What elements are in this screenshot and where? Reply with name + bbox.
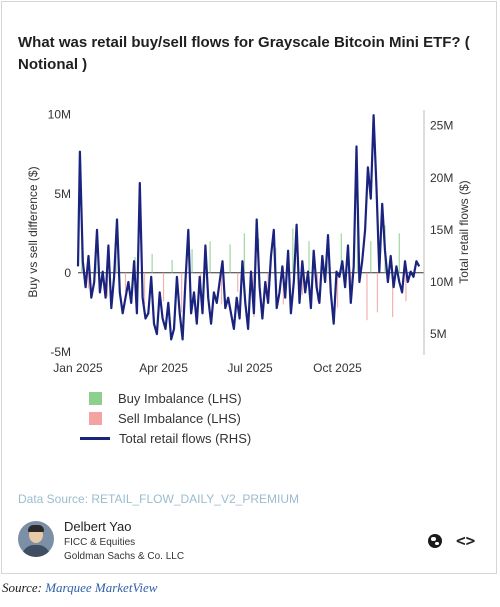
author-name: Delbert Yao — [64, 519, 132, 534]
x-tick-label: Jan 2025 — [53, 361, 103, 375]
total-flows-polyline — [76, 114, 421, 341]
imbalance-bar — [292, 228, 294, 273]
imbalance-bar — [151, 253, 153, 273]
imbalance-bar — [308, 241, 310, 273]
right-tick-label: 20M — [430, 171, 453, 185]
legend-item-buy[interactable]: Buy Imbalance (LHS) — [89, 388, 251, 408]
source-prefix: Source: — [2, 580, 46, 595]
total-swatch — [80, 436, 110, 440]
chart-plot: 10M 5M 0 -5M 25M 20M 15M 10M 5M Jan 2025 Apr 2025 J… — [26, 108, 471, 375]
avatar — [18, 521, 54, 557]
imbalance-bar — [143, 272, 146, 305]
source-caption: Source: Marquee MarketView — [2, 580, 157, 596]
imbalance-bar — [336, 272, 339, 308]
buy-swatch — [89, 391, 102, 405]
data-source-label: Data Source: RETAIL_FLOW_DAILY_V2_PREMIU… — [18, 492, 299, 506]
legend-label-total: Total retail flows (RHS) — [119, 430, 252, 446]
imbalance-bar — [376, 272, 379, 313]
left-tick-label: 10M — [48, 108, 71, 122]
imbalance-bar — [171, 260, 173, 273]
legend-item-total[interactable]: Total retail flows (RHS) — [80, 428, 252, 448]
imbalance-bar — [106, 272, 109, 297]
imbalance-bar — [237, 272, 239, 292]
right-tick-label: 15M — [430, 223, 453, 237]
code-icon[interactable]: <> — [456, 531, 476, 550]
imbalance-bar — [209, 241, 211, 273]
total-flows-line — [76, 114, 421, 341]
left-tick-label: -5M — [50, 345, 71, 359]
x-tick-label: Oct 2025 — [313, 361, 362, 375]
author-block: Delbert Yao FICC & Equities Goldman Sach… — [18, 519, 185, 562]
left-tick-label: 5M — [54, 187, 71, 201]
imbalance-bar — [243, 233, 245, 273]
x-tick-label: Jul 2025 — [227, 361, 273, 375]
imbalance-bar — [392, 272, 394, 318]
legend-item-sell[interactable]: Sell Imbalance (LHS) — [89, 408, 251, 428]
globe-icon[interactable] — [428, 533, 442, 548]
imbalance-bar — [162, 272, 165, 302]
imbalance-bar — [229, 244, 231, 273]
imbalance-bar — [398, 233, 400, 273]
y-left-axis-label: Buy vs sell difference ($) — [26, 166, 40, 297]
right-tick-label: 5M — [430, 327, 447, 341]
chart-axes: 10M 5M 0 -5M 25M 20M 15M 10M 5M Jan 2025 Apr 2025 J… — [26, 108, 471, 375]
right-tick-label: 25M — [430, 119, 453, 133]
imbalance-bar — [356, 217, 359, 273]
legend-label-sell: Sell Imbalance (LHS) — [118, 410, 241, 426]
left-tick-label: 0 — [64, 266, 71, 280]
imbalance-bar — [124, 272, 127, 292]
imbalance-bar — [366, 272, 368, 321]
imbalance-bar — [405, 272, 407, 302]
card-actions: <> — [428, 531, 475, 550]
chart-legend: Buy Imbalance (LHS) Sell Imbalance (LHS)… — [80, 388, 252, 448]
imbalance-bar — [220, 272, 223, 305]
x-tick-label: Apr 2025 — [139, 361, 188, 375]
right-tick-label: 10M — [430, 275, 453, 289]
imbalance-bar — [181, 272, 183, 313]
author-company: Goldman Sachs & Co. LLC — [64, 551, 185, 562]
author-dept: FICC & Equities — [64, 537, 136, 548]
chart-title: What was retail buy/sell flows for Grays… — [18, 34, 470, 73]
imbalance-bar — [191, 249, 193, 273]
chart-card — [1, 1, 497, 574]
imbalance-bar — [370, 241, 372, 273]
imbalance-bar — [340, 233, 342, 273]
imbalance-bar — [301, 272, 303, 295]
y-right-axis-label: Total retail flows ($) — [457, 180, 471, 283]
imbalance-bar — [87, 272, 90, 289]
source-link[interactable]: Marquee MarketView — [45, 580, 158, 595]
legend-label-buy: Buy Imbalance (LHS) — [118, 390, 242, 406]
sell-swatch — [89, 411, 102, 425]
